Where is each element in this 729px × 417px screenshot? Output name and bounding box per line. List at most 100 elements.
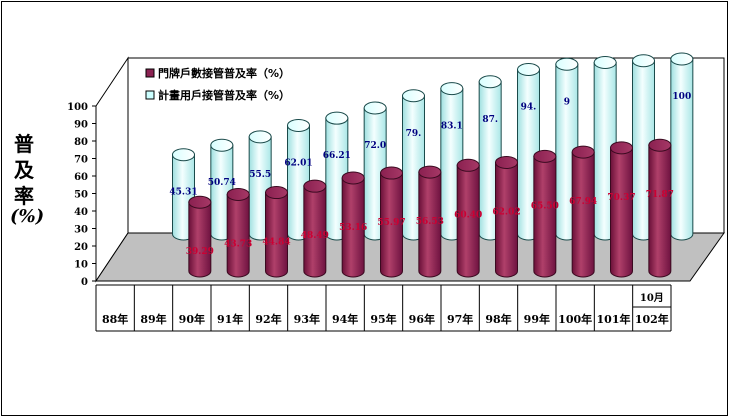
bar-front-body — [495, 161, 518, 278]
bar-front-body — [418, 171, 442, 278]
bar-front — [418, 165, 442, 278]
y-tick-label: 20 — [74, 242, 88, 253]
bar-back-top — [593, 56, 617, 69]
bar-front-body — [303, 185, 327, 278]
bar-front — [456, 158, 480, 278]
bar-back-top — [555, 57, 579, 71]
bar-back-top — [517, 63, 540, 76]
bar-back-top — [440, 82, 464, 96]
bar-front-body — [380, 172, 403, 278]
data-label-back: 87. — [482, 115, 498, 125]
y-tick-label: 60 — [74, 172, 88, 183]
bar-back-top — [210, 138, 234, 152]
data-label-back: 66.21 — [323, 151, 351, 161]
bar-front — [188, 195, 212, 278]
bar-front — [303, 179, 327, 278]
data-label-front: 71.87 — [646, 190, 674, 200]
data-label-back: 100 — [672, 92, 691, 102]
data-label-back: 9 — [564, 97, 570, 107]
y-axis-title-char: 普 — [14, 132, 34, 156]
bar-front-body — [188, 201, 212, 278]
bar-front — [533, 149, 557, 278]
legend-label: 門牌戶數接管普及率（%） — [158, 66, 290, 80]
data-label-back: 50.74 — [208, 178, 236, 188]
data-label-front: 55.97 — [377, 218, 405, 228]
data-label-back: 72.0 — [364, 141, 386, 151]
bar-back-top — [670, 52, 694, 66]
bar-front-top — [380, 166, 403, 180]
bar-front-body — [571, 151, 595, 278]
bar-front — [495, 155, 518, 278]
y-tick-label: 70 — [74, 155, 88, 166]
bar-back-top — [172, 148, 195, 162]
y-tick-label: 90 — [74, 120, 88, 131]
category-table: 88年 89年 90年 91年 92年 93年 94年 95年 96年 97年 98年 99年 100年… — [95, 284, 672, 332]
bar-front — [226, 187, 250, 278]
category-label: 97年 — [447, 312, 473, 326]
y-tick-label: 80 — [74, 137, 88, 148]
y-tick-label: 100 — [67, 102, 88, 113]
data-label-back: 55.5 — [249, 170, 271, 180]
data-label-front: 53.16 — [339, 223, 367, 233]
data-label-back: 62.01 — [284, 158, 312, 168]
legend-swatch — [145, 68, 155, 78]
category-label: 88年 — [102, 312, 128, 326]
data-label-front: 39.29 — [186, 247, 214, 257]
data-label-front: 48.49 — [301, 231, 329, 241]
y-axis-title-char: (%) — [10, 206, 45, 227]
data-label-front: 65.50 — [531, 201, 559, 211]
data-label-front: 56.53 — [416, 217, 444, 227]
y-tick-label: 0 — [81, 277, 88, 288]
legend-label: 計畫用戶接管普及率（%） — [158, 88, 290, 102]
bar-front-top — [188, 195, 212, 209]
bar-front — [380, 166, 403, 278]
bar-back-top — [248, 130, 272, 144]
category-label: 96年 — [409, 312, 435, 326]
legend-swatch — [145, 90, 155, 100]
floor — [95, 232, 725, 282]
bar-front — [648, 138, 672, 278]
bar-front — [571, 145, 595, 278]
bar-front — [265, 186, 288, 278]
category-label: 101年 — [597, 312, 631, 326]
data-label-front: 62.02 — [492, 207, 520, 217]
bar-front-top — [495, 155, 518, 169]
y-axis: 0 10 20 30 40 50 60 70 80 90 100 — [67, 102, 97, 288]
data-label-back: 45.31 — [169, 188, 197, 198]
y-axis-title-char: 率 — [14, 184, 34, 208]
data-label-front: 60.40 — [454, 210, 482, 220]
y-axis-title-char: 及 — [14, 158, 34, 182]
category-label: 98年 — [485, 312, 511, 326]
bar-back-top — [632, 54, 655, 68]
bar-front-body — [533, 155, 557, 278]
bar-front — [341, 171, 365, 278]
data-label-front: 44.84 — [262, 238, 290, 248]
data-label-front: 70.37 — [607, 193, 635, 203]
bar-back-top — [363, 101, 387, 115]
category-label: 91年 — [217, 312, 243, 326]
category-label: 102年 — [635, 312, 669, 326]
bar-back-top — [325, 111, 349, 125]
bar-front-top — [456, 158, 480, 172]
bar-back — [670, 52, 694, 241]
bar-back-body — [670, 58, 694, 241]
data-label-back: 79. — [406, 129, 422, 139]
bar-front-body — [226, 193, 250, 278]
bar-front-body — [265, 192, 288, 278]
data-label-back: 94. — [521, 103, 537, 113]
bar-front-top — [533, 149, 557, 163]
legend: 門牌戶數接管普及率（%） 計畫用戶接管普及率（%） — [145, 66, 290, 102]
category-label: 100年 — [558, 312, 592, 326]
category-label: 95年 — [370, 312, 396, 326]
bar-front-top — [303, 179, 327, 193]
y-tick-label: 50 — [74, 190, 88, 201]
category-label: 89年 — [140, 312, 166, 326]
bar-front-top — [610, 141, 633, 155]
bar-front-body — [341, 177, 365, 278]
bar-front-top — [341, 171, 365, 185]
data-label-front: 43.73 — [224, 239, 252, 249]
data-label-front: 67.94 — [569, 197, 597, 207]
bar-front-top — [226, 187, 250, 201]
